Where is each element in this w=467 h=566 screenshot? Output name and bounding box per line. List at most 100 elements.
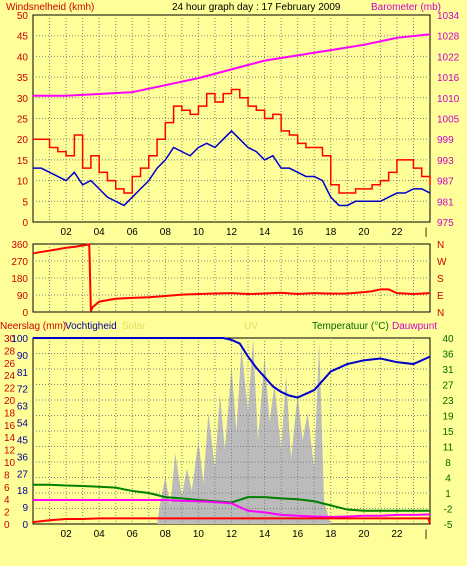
windspeed-tick-label: 40 (17, 52, 29, 63)
temperature-tick-label: 1 (445, 489, 451, 500)
rain-tick-label: 20 (4, 396, 16, 407)
wind-direction-degree-label: 90 (17, 291, 29, 302)
humidity-tick-label: 81 (17, 368, 29, 379)
wind-direction-degree-label: 0 (22, 308, 28, 319)
windspeed-tick-label: 0 (22, 218, 28, 229)
barometer-tick-label: 975 (437, 218, 454, 229)
rain-humidity-temperature-grid (33, 338, 430, 524)
barometer-tick-label: 993 (437, 156, 454, 167)
wind-direction-degree-label: 270 (11, 257, 28, 268)
barometer-tick-label: 1022 (437, 52, 460, 63)
rain-tick-label: 16 (4, 421, 16, 432)
uv-label: UV (244, 321, 258, 332)
temperature-tick-label: 40 (442, 334, 454, 345)
wind-barometer-series (33, 33, 431, 207)
temperature-tick-label: -5 (444, 520, 453, 531)
x-end-label: | (425, 529, 428, 540)
wind-barometer-panel: 0 5 10 15 20 25 30 35 40 45 50 975 981 987 993 999 1005… (6, 2, 460, 238)
x-tick-label: 10 (193, 529, 205, 540)
rain-tick-label: 0 (4, 520, 10, 531)
windspeed-axis-label: Windsnelheid (kmh) (6, 2, 94, 13)
rain-humidity-temperature-series (32, 337, 431, 524)
temperature-tick-label: 4 (445, 474, 451, 485)
barometer-axis-label: Barometer (mb) (371, 2, 441, 13)
x-tick-label: 04 (94, 227, 106, 238)
rain-tick-label: 14 (4, 433, 16, 444)
wind-direction-series (32, 243, 431, 312)
barometer-tick-label: 987 (437, 177, 454, 188)
x-tick-label: 14 (259, 529, 271, 540)
wind-direction-grid (33, 244, 430, 312)
x-tick-label: 18 (325, 227, 337, 238)
windspeed-tick-label: 10 (17, 177, 29, 188)
windspeed-tick-label: 35 (17, 73, 29, 84)
rain-humidity-temperature-x-tick-labels: 02 04 06 08 10 12 14 16 18 20 22 | (61, 529, 428, 540)
x-tick-label: 16 (292, 529, 304, 540)
rain-tick-label: 22 (4, 384, 16, 395)
windspeed-tick-labels: 0 5 10 15 20 25 30 35 40 45 50 (17, 11, 29, 229)
rain-tick-label: 6 (4, 483, 10, 494)
rain-tick-label: 18 (4, 408, 16, 419)
series-dauwpunt (33, 499, 431, 518)
x-tick-label: 14 (259, 227, 271, 238)
solar-label: Solar (122, 321, 146, 332)
windspeed-tick-label: 15 (17, 156, 29, 167)
x-tick-label: 08 (160, 227, 172, 238)
temperature-tick-label: 15 (442, 427, 454, 438)
humidity-tick-label: 100 (11, 334, 28, 345)
barometer-tick-labels: 975 981 987 993 999 1005 1010 1016 1022 1028 1034 (437, 11, 460, 229)
humidity-tick-label: 18 (17, 486, 29, 497)
windspeed-tick-label: 50 (17, 11, 29, 22)
x-tick-label: 20 (358, 529, 370, 540)
temperature-tick-labels: -5 -2 1 4 8 11 15 19 23 27 31 36 40 (442, 334, 454, 531)
x-tick-label: 16 (292, 227, 304, 238)
rain-tick-label: 30 (4, 334, 16, 345)
x-tick-label: 12 (226, 529, 238, 540)
rain-axis-label: Neerslag (mm) (0, 321, 66, 332)
series-windstoten (33, 88, 431, 194)
humidity-tick-label: 27 (17, 469, 29, 480)
rain-tick-label: 24 (4, 371, 16, 382)
humidity-tick-label: 0 (22, 520, 28, 531)
wind-direction-degree-label: 360 (11, 240, 28, 251)
temperature-tick-label: 36 (442, 350, 454, 361)
barometer-tick-label: 981 (437, 197, 454, 208)
temperature-tick-label: -2 (444, 505, 453, 516)
windspeed-tick-label: 5 (22, 197, 28, 208)
windspeed-tick-label: 25 (17, 115, 29, 126)
x-tick-label: 22 (391, 529, 403, 540)
humidity-tick-labels: 0 9 18 27 36 45 54 63 72 81 90 100 (11, 334, 28, 531)
x-end-label: | (425, 227, 428, 238)
wind-direction-compass-label: N (437, 308, 444, 319)
series-barometer (33, 33, 431, 97)
barometer-tick-label: 1005 (437, 115, 460, 126)
rain-tick-label: 8 (4, 470, 10, 481)
temperature-tick-label: 31 (442, 365, 454, 376)
windspeed-tick-label: 20 (17, 135, 29, 146)
barometer-tick-label: 1034 (437, 11, 460, 22)
x-tick-label: 06 (127, 529, 139, 540)
wind-direction-degree-label: 180 (11, 274, 28, 285)
humidity-tick-label: 54 (17, 419, 29, 430)
barometer-tick-label: 999 (437, 135, 454, 146)
barometer-tick-label: 1016 (437, 73, 460, 84)
chart-title: 24 hour graph day : 17 February 2009 (172, 2, 341, 13)
x-tick-label: 06 (127, 227, 139, 238)
temperature-tick-label: 19 (442, 412, 454, 423)
wind-direction-compass-label: N (437, 240, 444, 251)
temperature-tick-label: 23 (442, 396, 454, 407)
x-tick-label: 20 (358, 227, 370, 238)
x-tick-label: 02 (61, 227, 73, 238)
humidity-tick-label: 9 (22, 503, 28, 514)
humidity-axis-label: Vochtigheid (65, 321, 117, 332)
rain-tick-label: 10 (4, 458, 16, 469)
x-tick-label: 10 (193, 227, 205, 238)
x-tick-label: 12 (226, 227, 238, 238)
rain-tick-label: 12 (4, 446, 16, 457)
windspeed-tick-label: 45 (17, 32, 29, 43)
